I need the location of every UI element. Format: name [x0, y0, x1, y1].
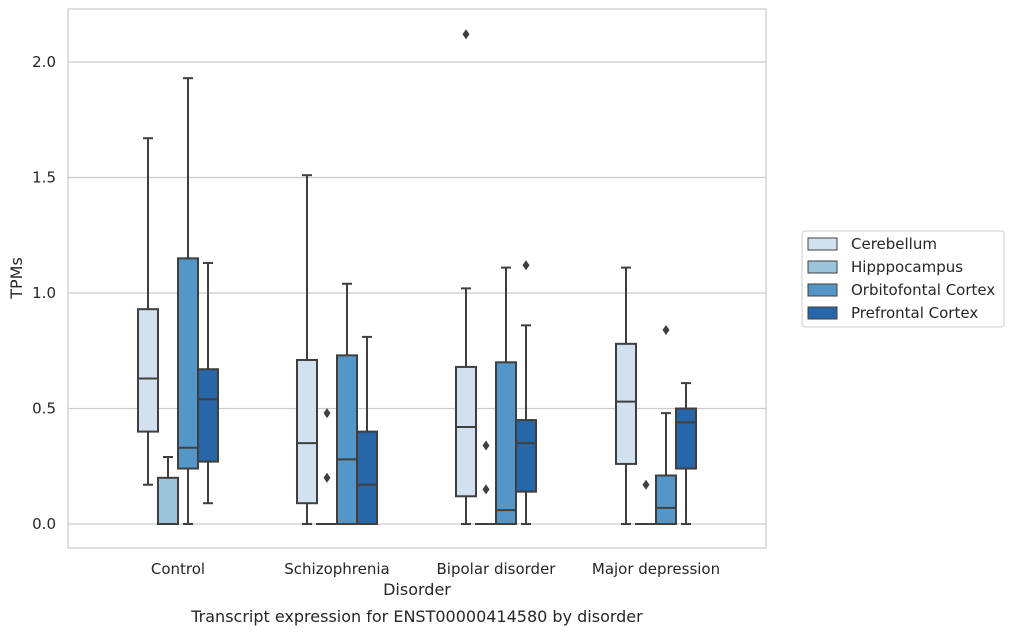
- outlier-point: [482, 484, 490, 495]
- legend-label: Orbitofontal Cortex: [851, 281, 995, 299]
- outlier-point: [323, 408, 331, 419]
- box-2-3: [515, 260, 537, 525]
- box-3-3: [675, 382, 697, 525]
- outlier-point: [462, 29, 470, 40]
- box-3-0: [615, 266, 637, 525]
- y-axis-ticks: 0.0 0.5 1.0 1.5 2.0: [32, 53, 56, 533]
- legend-swatch: [807, 237, 838, 251]
- box-body: [655, 474, 677, 525]
- outlier-point: [323, 472, 331, 483]
- box-2-1: [475, 440, 497, 526]
- box-0-2: [177, 77, 199, 525]
- box-plot-area: [137, 29, 697, 526]
- y-tick-label: 2.0: [32, 53, 56, 71]
- outlier-point: [662, 324, 670, 335]
- legend-swatch: [807, 260, 838, 274]
- grid-lines: [68, 61, 766, 525]
- y-axis-label: TPMs: [7, 257, 26, 300]
- box-body: [296, 358, 318, 505]
- box-3-1: [635, 479, 657, 526]
- box-1-3: [356, 335, 378, 526]
- legend-swatch: [807, 283, 838, 297]
- x-tick-label: Major depression: [592, 560, 720, 578]
- legend-swatch: [807, 306, 838, 320]
- legend-label: Cerebellum: [851, 235, 937, 253]
- outlier-point: [642, 479, 650, 490]
- outlier-point: [482, 440, 490, 451]
- box-body: [495, 361, 517, 525]
- box-body: [675, 407, 697, 470]
- y-tick-label: 1.0: [32, 284, 56, 302]
- box-3-2: [655, 324, 677, 525]
- box-body: [336, 354, 358, 525]
- x-tick-label: Bipolar disorder: [437, 560, 557, 578]
- x-tick-label: Control: [151, 560, 205, 578]
- y-tick-label: 1.5: [32, 169, 56, 187]
- box-body: [515, 419, 537, 493]
- box-body: [157, 476, 179, 525]
- box-body: [177, 257, 199, 470]
- box-0-3: [197, 261, 219, 505]
- box-body: [615, 342, 637, 465]
- legend-label: Prefrontal Cortex: [851, 304, 978, 322]
- box-body: [137, 308, 159, 433]
- box-1-2: [336, 282, 358, 525]
- y-tick-label: 0.5: [32, 400, 56, 418]
- chart-caption: Transcript expression for ENST0000041458…: [190, 607, 643, 626]
- box-1-1: [316, 408, 338, 526]
- box-body: [197, 368, 219, 463]
- outlier-point: [522, 260, 530, 271]
- x-tick-label: Schizophrenia: [284, 560, 389, 578]
- box-0-1: [157, 456, 179, 525]
- plot-frame: [67, 8, 767, 549]
- legend-label: Hipppocampus: [851, 258, 963, 276]
- box-2-0: [455, 29, 477, 525]
- legend-frame: [801, 230, 1005, 328]
- box-2-2: [495, 266, 517, 525]
- box-0-0: [137, 137, 159, 486]
- legend: Cerebellum Hipppocampus Orbitofontal Corte…: [801, 230, 1005, 328]
- y-tick-label: 0.0: [32, 515, 56, 533]
- x-axis-ticks: Control Schizophrenia Bipolar disorder Majo…: [151, 560, 720, 578]
- box-1-0: [296, 174, 318, 525]
- x-axis-label: Disorder: [383, 580, 451, 599]
- box-body: [455, 365, 477, 498]
- box-body: [356, 430, 378, 526]
